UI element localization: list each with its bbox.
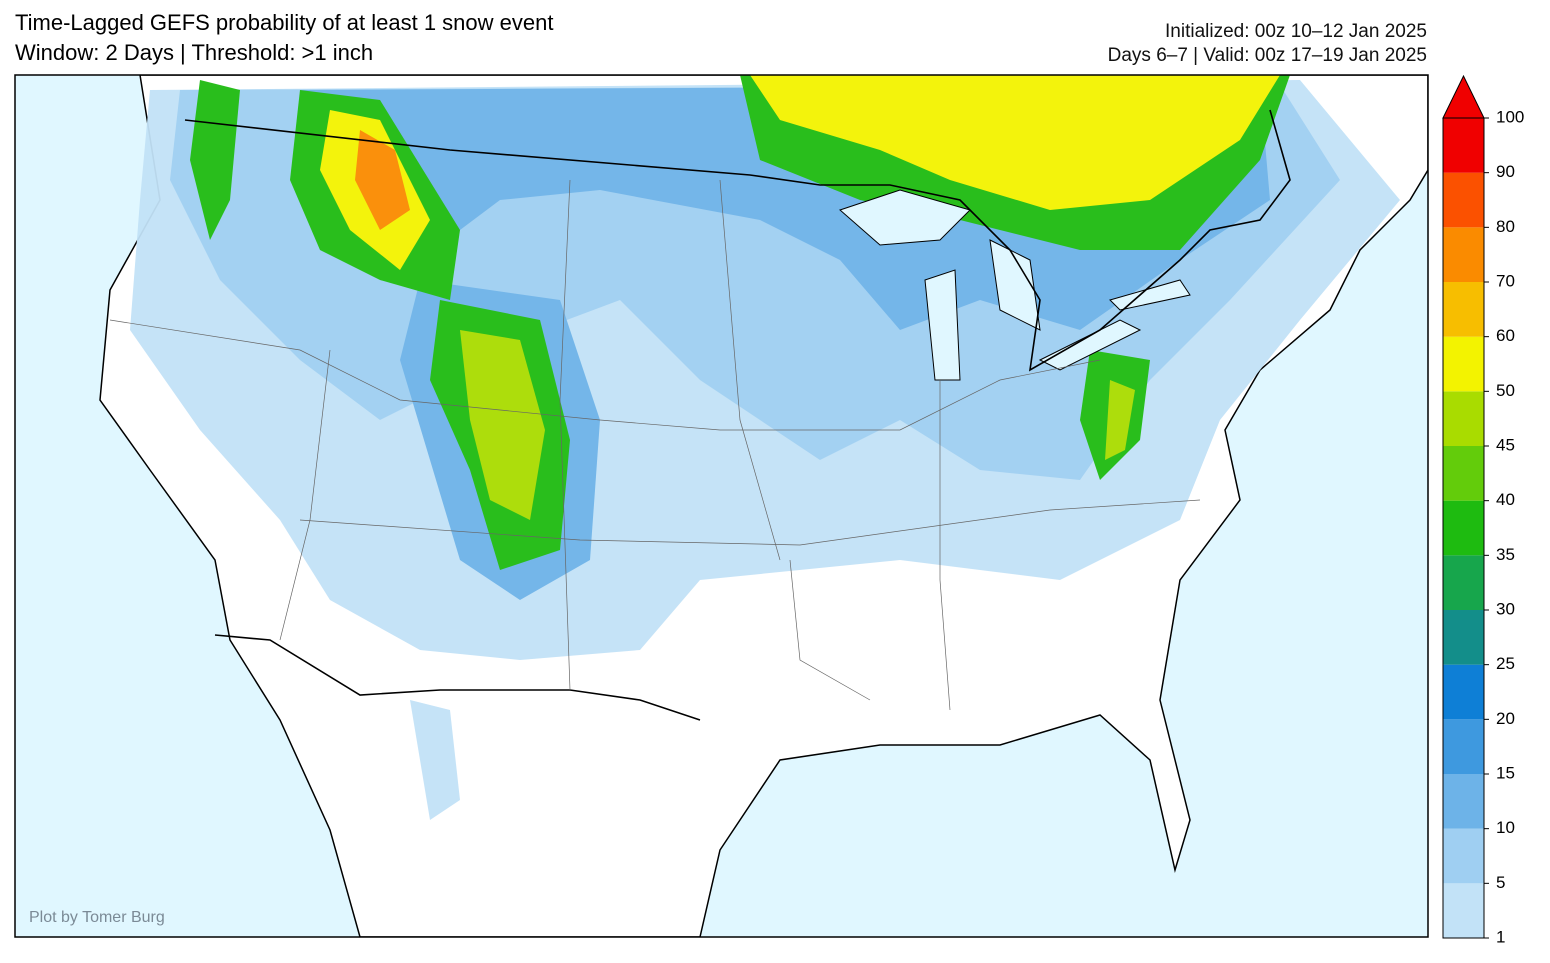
colorbar-bin xyxy=(1443,336,1484,392)
colorbar-bin xyxy=(1443,282,1484,337)
colorbar-tick-label: 20 xyxy=(1496,709,1515,728)
map-frame xyxy=(14,74,1429,938)
colorbar-tick-label: 10 xyxy=(1496,818,1515,837)
snow-shading xyxy=(130,75,1400,820)
credit: Plot by Tomer Burg xyxy=(29,909,165,926)
colorbar-tick-label: 25 xyxy=(1496,654,1515,673)
colorbar-bin xyxy=(1443,883,1484,938)
colorbar-tick-label: 40 xyxy=(1496,490,1515,509)
colorbar-tick-label: 100 xyxy=(1496,107,1524,126)
colorbar-tick-label: 5 xyxy=(1496,873,1505,892)
colorbar-bin xyxy=(1443,118,1484,173)
colorbar-bin xyxy=(1443,610,1484,665)
borders xyxy=(184,109,1291,721)
colorbar-bin xyxy=(1443,828,1484,884)
title: Time-Lagged GEFS probability of at least… xyxy=(15,10,553,35)
colorbar-extend xyxy=(1442,74,1485,119)
colorbar-tick-label: 70 xyxy=(1496,271,1515,290)
colorbar-frame xyxy=(1442,117,1485,939)
colorbar-tick-label: 90 xyxy=(1496,162,1515,181)
great-lakes xyxy=(839,189,1191,381)
colorbar-tick-label: 50 xyxy=(1496,381,1515,400)
colorbar-bin xyxy=(1443,391,1484,446)
init-label: Initialized: 00z 10–12 Jan 2025 xyxy=(1165,21,1427,42)
colorbar-bin xyxy=(1443,172,1484,228)
subtitle: Window: 2 Days | Threshold: >1 inch xyxy=(15,40,373,65)
valid-label: Days 6–7 | Valid: 00z 17–19 Jan 2025 xyxy=(1108,45,1427,66)
colorbar-tick-label: 30 xyxy=(1496,599,1515,618)
colorbar-bin xyxy=(1443,446,1484,501)
colorbar-bin xyxy=(1443,555,1484,610)
state-lines xyxy=(109,179,1201,711)
colorbar-bin xyxy=(1443,774,1484,829)
colorbar-tick-label: 80 xyxy=(1496,217,1515,236)
colorbar-tick-label: 45 xyxy=(1496,435,1515,454)
colorbar-tick-label: 35 xyxy=(1496,545,1515,564)
colorbar-bin xyxy=(1443,664,1484,720)
map: Plot by Tomer Burg xyxy=(15,75,1428,937)
colorbar-bin xyxy=(1443,500,1484,556)
colorbar-bin xyxy=(1443,719,1484,774)
colorbar-tick-label: 1 xyxy=(1496,927,1505,946)
colorbar-bin xyxy=(1443,227,1484,282)
colorbar-tick-label: 15 xyxy=(1496,763,1515,782)
colorbar-tick-label: 60 xyxy=(1496,326,1515,345)
